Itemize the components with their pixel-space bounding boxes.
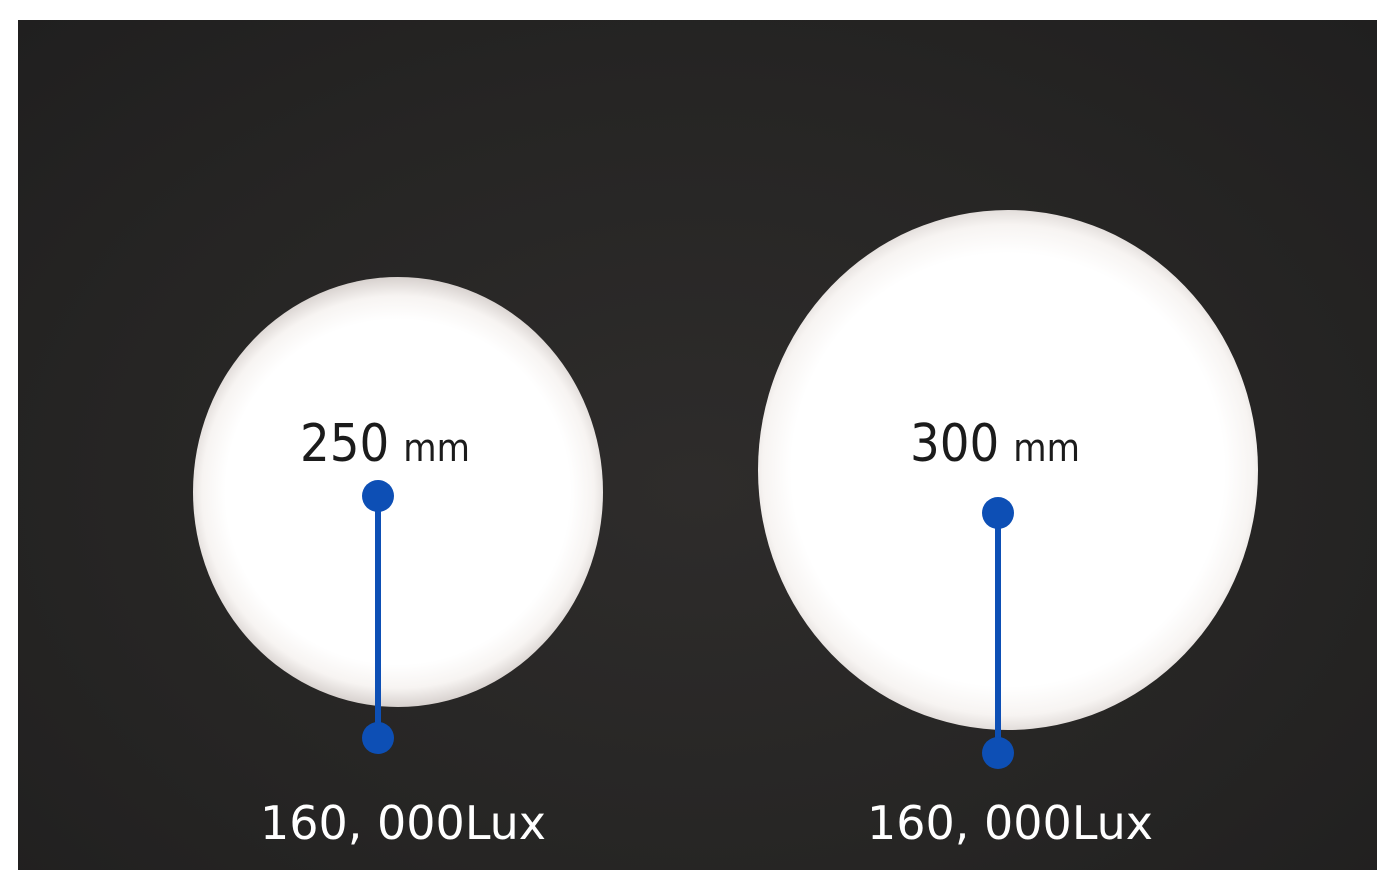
light-spot-right: [758, 210, 1258, 730]
marker-top-dot-left: [362, 480, 394, 512]
illuminance-label-left: 160, 000Lux: [259, 796, 547, 850]
marker-top-dot-right: [982, 497, 1014, 529]
distance-label-right: 300 mm: [910, 418, 1080, 470]
distance-marker-left: [362, 480, 394, 754]
distance-value-left: 250: [300, 414, 390, 474]
marker-bottom-dot-left: [362, 722, 394, 754]
distance-label-left: 250 mm: [300, 418, 470, 470]
distance-value-right: 300: [910, 414, 1000, 474]
light-spot-left: [193, 277, 603, 707]
distance-unit-left: mm: [403, 426, 470, 470]
light-comparison-photo: 250 mm 300 mm 160, 000Lux 160, 000Lux: [18, 20, 1377, 870]
illuminance-label-right: 160, 000Lux: [866, 796, 1154, 850]
marker-bottom-dot-right: [982, 737, 1014, 769]
distance-marker-right: [982, 497, 1014, 769]
distance-unit-right: mm: [1013, 426, 1080, 470]
distance-markers: [362, 480, 1014, 769]
